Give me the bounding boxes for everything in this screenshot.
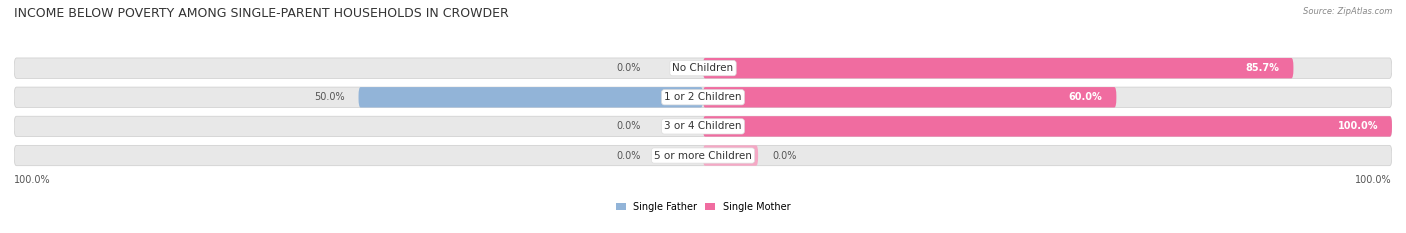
- FancyBboxPatch shape: [359, 87, 703, 107]
- Text: 3 or 4 Children: 3 or 4 Children: [664, 121, 742, 131]
- Legend: Single Father, Single Mother: Single Father, Single Mother: [612, 198, 794, 216]
- FancyBboxPatch shape: [703, 58, 1294, 78]
- FancyBboxPatch shape: [703, 116, 1392, 137]
- Text: 60.0%: 60.0%: [1069, 92, 1102, 102]
- Text: 1 or 2 Children: 1 or 2 Children: [664, 92, 742, 102]
- Text: 100.0%: 100.0%: [14, 175, 51, 185]
- Text: 85.7%: 85.7%: [1246, 63, 1279, 73]
- FancyBboxPatch shape: [14, 116, 1392, 137]
- Text: No Children: No Children: [672, 63, 734, 73]
- FancyBboxPatch shape: [14, 87, 1392, 107]
- FancyBboxPatch shape: [14, 145, 1392, 166]
- Text: 100.0%: 100.0%: [1337, 121, 1378, 131]
- Text: 5 or more Children: 5 or more Children: [654, 151, 752, 161]
- Text: 0.0%: 0.0%: [617, 151, 641, 161]
- Text: 0.0%: 0.0%: [772, 151, 796, 161]
- Text: 100.0%: 100.0%: [1355, 175, 1392, 185]
- Text: 50.0%: 50.0%: [314, 92, 344, 102]
- Text: 0.0%: 0.0%: [617, 63, 641, 73]
- Text: 0.0%: 0.0%: [617, 121, 641, 131]
- Text: INCOME BELOW POVERTY AMONG SINGLE-PARENT HOUSEHOLDS IN CROWDER: INCOME BELOW POVERTY AMONG SINGLE-PARENT…: [14, 7, 509, 20]
- FancyBboxPatch shape: [703, 87, 1116, 107]
- FancyBboxPatch shape: [14, 58, 1392, 78]
- Text: Source: ZipAtlas.com: Source: ZipAtlas.com: [1302, 7, 1392, 16]
- FancyBboxPatch shape: [703, 145, 758, 166]
